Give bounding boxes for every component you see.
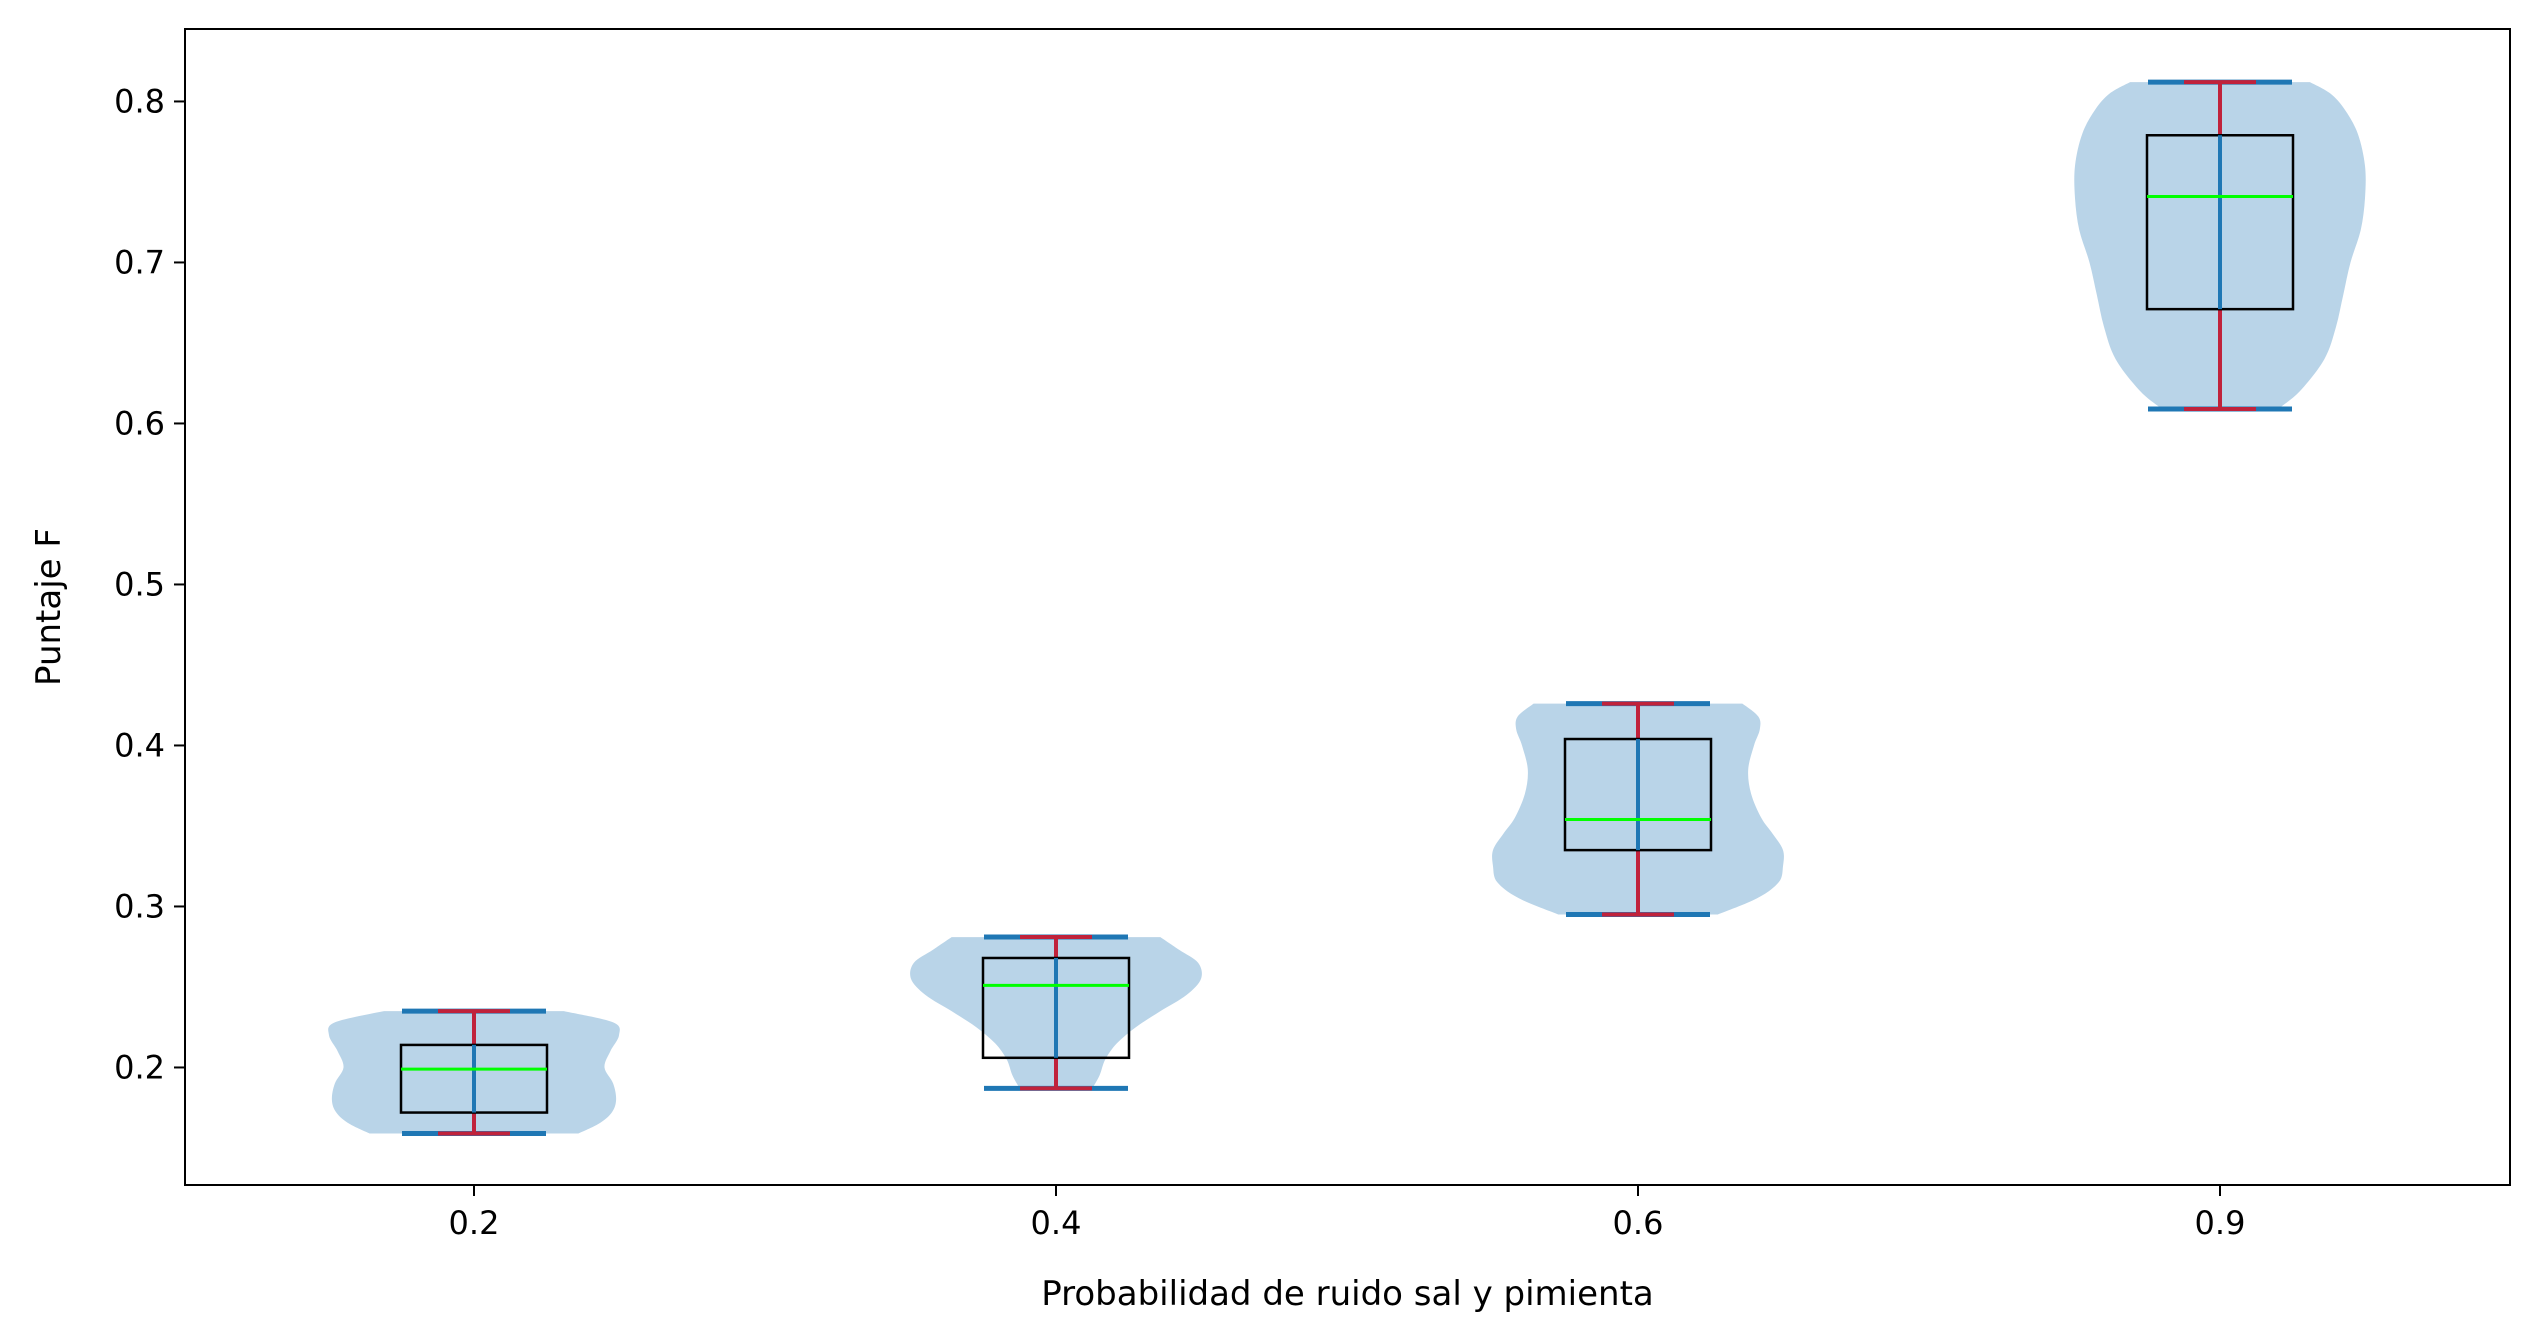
y-tick-label: 0.7 — [114, 243, 165, 281]
plot-frame — [184, 28, 2511, 1186]
x-axis-label: Probabilidad de ruido sal y pimienta — [1041, 1274, 1654, 1314]
y-axis: 0.2 0.3 0.4 0.5 0.6 0.7 0.8 — [114, 82, 185, 1086]
y-tick-label: 0.4 — [114, 726, 165, 764]
violin-group — [910, 934, 1202, 1091]
y-tick-label: 0.2 — [114, 1048, 165, 1086]
y-tick-label: 0.8 — [114, 82, 165, 120]
y-tick-label: 0.5 — [114, 565, 165, 603]
x-tick-label: 0.9 — [2195, 1204, 2246, 1242]
y-tick-label: 0.6 — [114, 404, 165, 442]
violin-group — [328, 1008, 620, 1136]
y-tick-label: 0.3 — [114, 887, 165, 925]
x-axis: 0.2 0.4 0.6 0.9 — [449, 1185, 2246, 1242]
y-axis-label: Puntaje F — [29, 528, 69, 686]
plot-area — [328, 79, 2366, 1136]
x-tick-label: 0.4 — [1031, 1204, 1082, 1242]
violin-group — [2074, 79, 2366, 412]
x-tick-label: 0.6 — [1613, 1204, 1664, 1242]
violin-group — [1492, 701, 1784, 918]
x-tick-label: 0.2 — [449, 1204, 500, 1242]
